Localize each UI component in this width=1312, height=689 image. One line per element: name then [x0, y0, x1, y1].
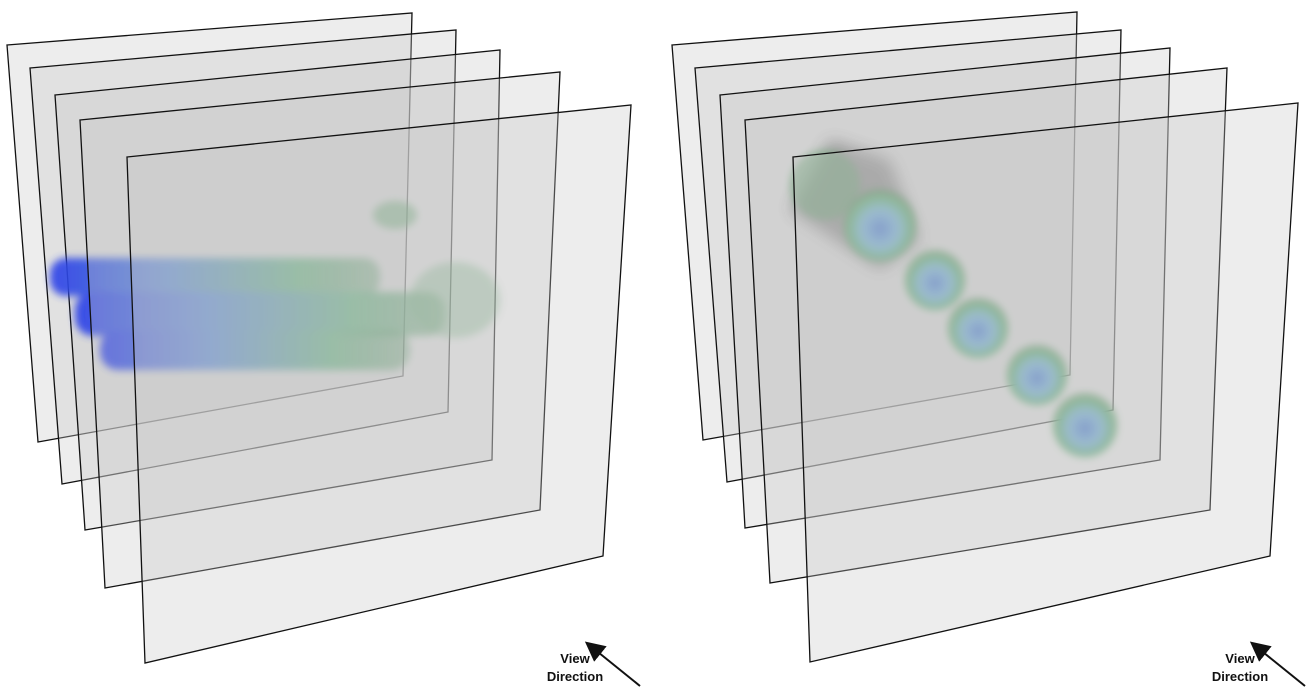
- view-label: View: [1225, 651, 1255, 666]
- view-label: Direction: [547, 669, 603, 684]
- left-panel: View Direction: [7, 13, 640, 686]
- slice-plane: [127, 105, 631, 663]
- view-label: View: [560, 651, 590, 666]
- view-label: Direction: [1212, 669, 1268, 684]
- figure: View Direction View Direction: [0, 0, 1312, 689]
- right-panel: View Direction: [672, 12, 1305, 686]
- slice-plane: [793, 103, 1298, 662]
